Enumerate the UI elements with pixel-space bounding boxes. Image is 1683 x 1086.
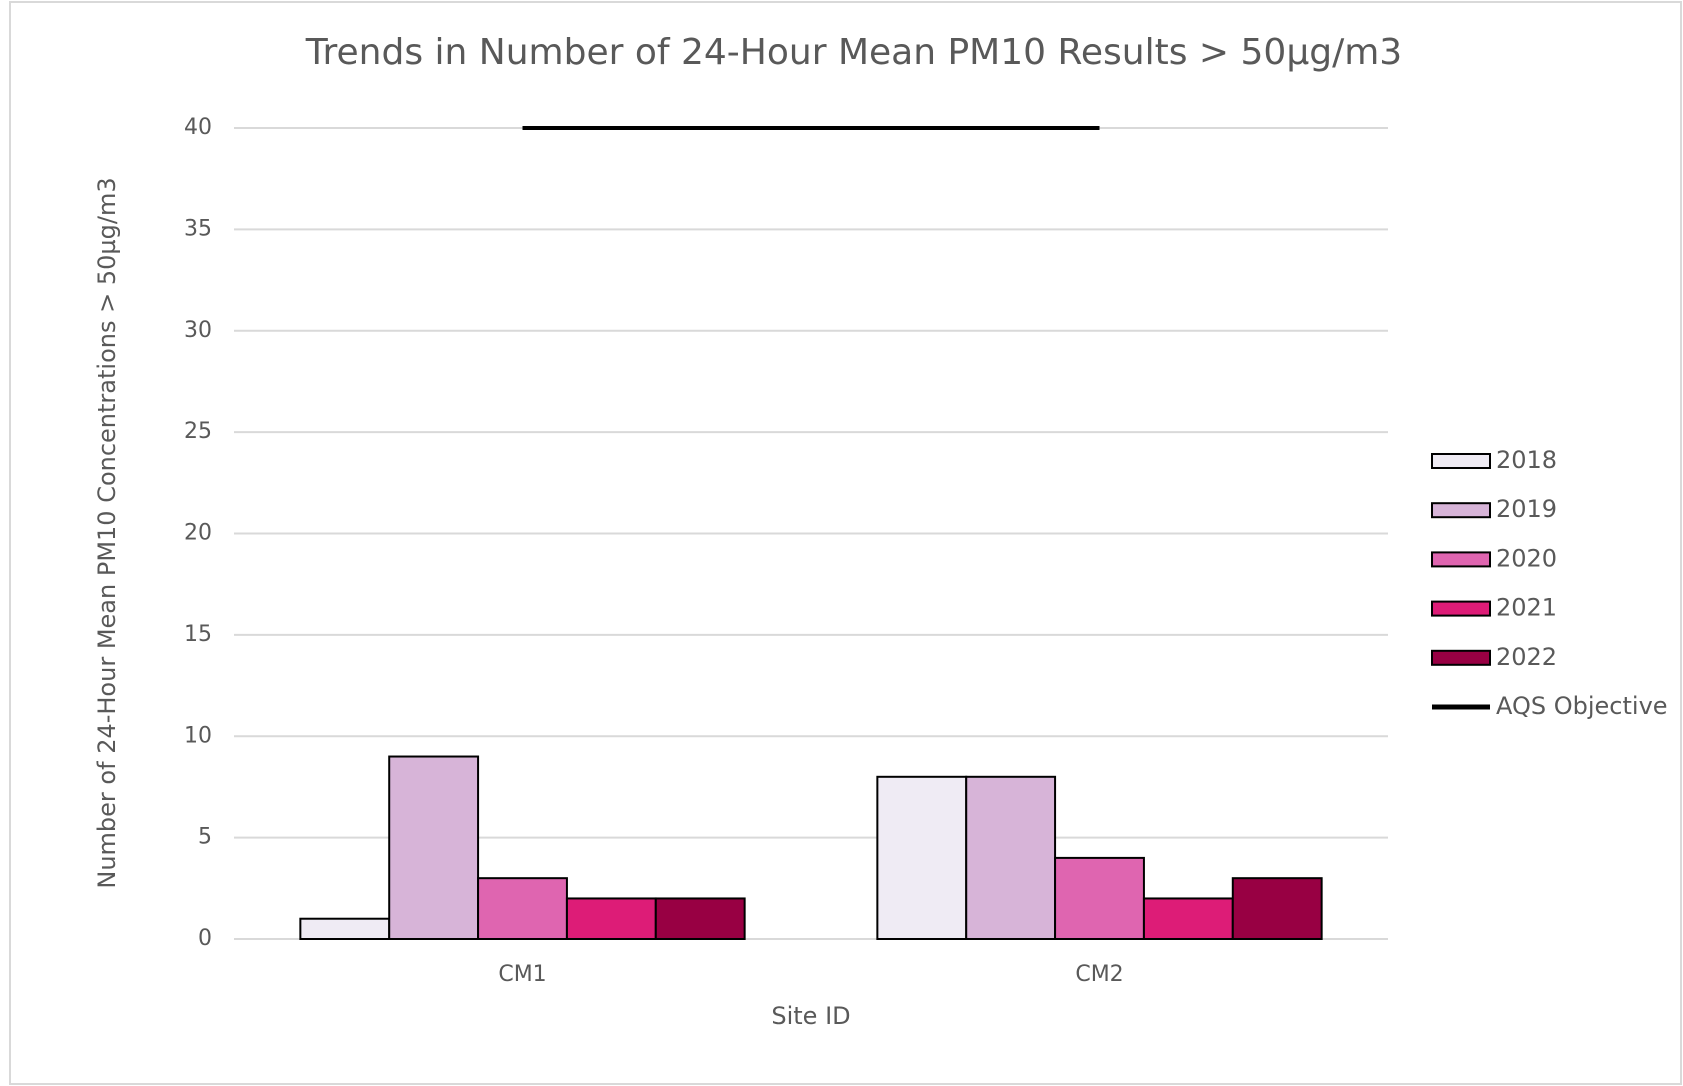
x-axis-title: Site ID	[771, 1002, 850, 1030]
legend-label: 2021	[1496, 594, 1557, 622]
bar	[876, 775, 968, 940]
y-tick-label: 20	[184, 521, 212, 546]
chart-title: Trends in Number of 24-Hour Mean PM10 Re…	[305, 32, 1402, 73]
x-tick-label: CM2	[1075, 962, 1123, 987]
y-tick-label: 40	[184, 115, 212, 140]
y-tick-label: 0	[198, 926, 212, 951]
bar	[388, 755, 480, 941]
y-tick-label: 10	[184, 723, 212, 748]
y-axis-title: Number of 24-Hour Mean PM10 Concentratio…	[93, 177, 121, 888]
legend-label: 2020	[1496, 544, 1557, 572]
legend-swatch	[1431, 502, 1491, 519]
legend-label: 2018	[1496, 446, 1557, 474]
legend-swatch	[1431, 649, 1491, 666]
legend-label: AQS Objective	[1496, 692, 1668, 720]
y-tick-label: 30	[184, 318, 212, 343]
bar	[1054, 856, 1145, 941]
y-tick-label: 15	[184, 622, 212, 647]
legend-swatch	[1431, 551, 1491, 568]
y-tick-label: 25	[184, 419, 212, 444]
chart-frame	[9, 1, 1682, 1085]
bar	[1142, 897, 1234, 941]
legend-swatch	[1431, 453, 1491, 469]
bar	[965, 775, 1057, 940]
x-tick-label: CM1	[498, 962, 546, 987]
legend-swatch	[1431, 600, 1491, 617]
bar	[654, 897, 746, 941]
legend-label: 2019	[1496, 495, 1557, 523]
y-tick-label: 35	[184, 216, 212, 241]
bar	[477, 877, 568, 940]
bar	[1231, 877, 1323, 940]
y-tick-label: 5	[198, 825, 212, 850]
bar	[565, 897, 657, 941]
legend-label: 2022	[1496, 643, 1557, 671]
bar	[299, 917, 391, 940]
